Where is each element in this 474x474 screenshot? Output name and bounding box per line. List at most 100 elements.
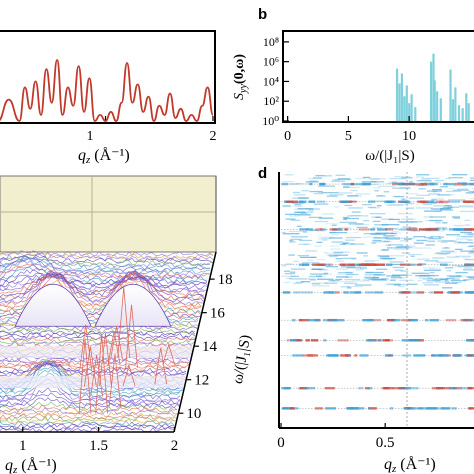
panel-d-cell xyxy=(342,218,348,220)
panel-d-cell xyxy=(379,257,388,260)
panel-d-cell xyxy=(428,228,439,231)
panel-d-cell xyxy=(465,262,470,264)
panel-d-cell xyxy=(289,278,308,280)
panel-d-cell xyxy=(416,263,422,266)
panel-d-cell xyxy=(300,212,308,215)
panel-d-cell xyxy=(281,231,286,234)
panel-d-cell xyxy=(448,387,458,390)
panel-d-cell xyxy=(442,222,448,224)
panel-d-cell xyxy=(386,247,394,249)
panel-b-bar xyxy=(457,105,461,121)
panel-d-cell xyxy=(468,234,474,236)
panel-d-cell xyxy=(447,206,460,208)
panel-d-cell xyxy=(429,182,435,186)
panel-b-bar xyxy=(461,108,464,121)
panel-d-cell xyxy=(347,215,352,217)
panel-c-ztick-label: 16 xyxy=(210,306,226,322)
panel-d-cell xyxy=(429,291,435,294)
panel-d-cell xyxy=(445,277,456,280)
panel-d-cell xyxy=(453,217,460,219)
panel-b-axis xyxy=(284,41,410,122)
panel-d-cell xyxy=(290,339,297,342)
panel-d-cell xyxy=(286,200,299,203)
panel-d-cell xyxy=(444,282,458,284)
panel-d-cell xyxy=(377,228,388,231)
panel-d-cell xyxy=(439,209,454,211)
panel-d-cell xyxy=(288,215,300,217)
panel-d-cell xyxy=(405,291,418,294)
panel-d-cell xyxy=(413,236,426,238)
panel-d-cell xyxy=(302,354,314,357)
panel-d-cell xyxy=(329,194,344,196)
panel-d-cell xyxy=(342,216,349,219)
panel-d-cell xyxy=(318,273,332,275)
panel-d-cell xyxy=(297,254,310,257)
panel-d-cell xyxy=(363,260,375,263)
panel-b-bar xyxy=(429,61,433,121)
panel-d-cell xyxy=(339,221,357,224)
panel-d-cell xyxy=(429,216,446,218)
panel-d-cell xyxy=(459,228,470,231)
panel-d-cell xyxy=(448,187,455,189)
panel-d-cell xyxy=(413,230,420,232)
panel-d-cell xyxy=(351,211,361,213)
panel-b-xtick-label: 5 xyxy=(345,129,352,144)
panel-d-cell xyxy=(366,339,372,342)
panel-d-cell xyxy=(435,227,447,229)
panel-d-cell xyxy=(308,200,316,203)
panel-d-cell xyxy=(331,280,340,282)
panel-d-cell xyxy=(299,239,313,242)
panel-d-cell xyxy=(343,186,360,189)
panel-d-cell xyxy=(451,281,462,284)
panel-d-cell xyxy=(356,226,368,229)
panel-d-cell xyxy=(362,220,370,222)
panel-c-xtick-label: 2 xyxy=(171,438,179,454)
panel-c-trace xyxy=(0,422,175,429)
panel-d-cell xyxy=(353,231,359,234)
panel-d-cell xyxy=(320,237,332,240)
panel-d-cell xyxy=(371,279,388,281)
panel-d-cell xyxy=(381,218,394,220)
panel-d-cell xyxy=(336,276,349,278)
panel-d-cell xyxy=(391,277,402,279)
panel-c-trace xyxy=(0,255,210,270)
panel-d-cell xyxy=(364,271,373,274)
panel-d-cell xyxy=(429,219,443,222)
panel-d-cell xyxy=(282,181,294,183)
panel-d-cell xyxy=(358,387,364,390)
panel-d-cell xyxy=(401,318,411,322)
panel-c-spike xyxy=(78,338,92,415)
panel-d-cell xyxy=(434,291,444,294)
panel-d-cell xyxy=(401,245,416,247)
panel-d-heatmap xyxy=(281,174,474,410)
panel-d-cell xyxy=(379,256,390,258)
panel-d-cell xyxy=(355,177,366,180)
panel-d-cell xyxy=(402,291,409,294)
panel-d-cell xyxy=(359,267,367,269)
panel-c-zticks: 10 12 14 16 18 xyxy=(178,272,233,422)
panel-d-cell xyxy=(469,182,474,186)
panel-d-cell xyxy=(344,271,353,274)
panel-d-cell xyxy=(449,276,462,278)
panel-d-cell xyxy=(343,243,355,245)
panel-d-cell xyxy=(376,205,382,207)
panel-d-cell xyxy=(428,268,442,270)
panel-d-cell xyxy=(380,278,389,280)
panel-d-cell xyxy=(290,268,306,270)
panel-d-cell xyxy=(399,228,411,231)
panel-d-cell xyxy=(316,241,323,243)
panel-d-cell xyxy=(323,272,329,274)
panel-d-cell xyxy=(432,202,449,204)
panel-d-cell xyxy=(346,273,359,276)
panel-d-cell xyxy=(285,263,293,265)
panel-d-cell xyxy=(343,217,352,220)
panel-b-ytick-label: 10⁶ xyxy=(263,55,279,69)
panel-d-cell xyxy=(325,265,339,268)
panel-d-cell xyxy=(400,198,409,200)
panel-a-xtick-1: 1 xyxy=(87,129,94,144)
panel-d-cell xyxy=(286,277,292,280)
panel-d-cell xyxy=(311,268,323,270)
panel-d-cell xyxy=(398,182,410,186)
panel-d-cell xyxy=(305,208,321,210)
panel-d-cell xyxy=(459,250,474,252)
